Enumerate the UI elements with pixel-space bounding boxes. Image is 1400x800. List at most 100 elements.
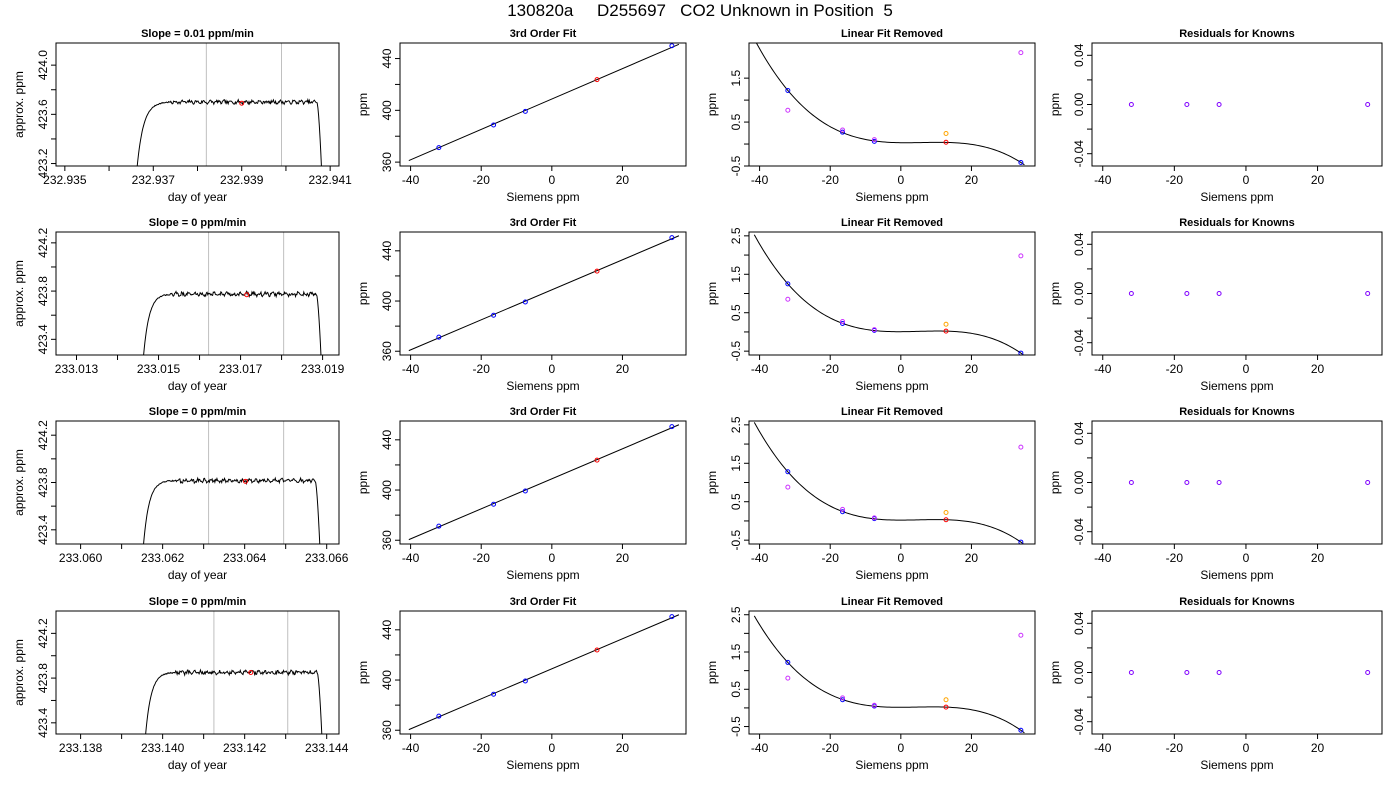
- panel-title: Linear Fit Removed: [841, 596, 943, 608]
- y-axis-label: ppm: [1048, 471, 1062, 494]
- data-point: [840, 509, 846, 515]
- x-axis-label: Siemens ppm: [855, 568, 928, 582]
- data-point: [522, 678, 528, 684]
- concentration-trace: [143, 289, 322, 355]
- data-point: [239, 100, 245, 106]
- x-tick-label: 0: [548, 362, 555, 376]
- data-point: [871, 137, 877, 143]
- y-tick-label: 440: [380, 240, 394, 260]
- data-point: [840, 695, 846, 701]
- data-point: [1184, 480, 1190, 485]
- x-tick-label: -20: [822, 551, 840, 565]
- data-point: [491, 312, 497, 318]
- y-tick-label: 440: [380, 429, 394, 449]
- data-point: [943, 517, 949, 523]
- x-tick-label: 0: [897, 741, 904, 755]
- y-tick-label: 0.00: [1072, 470, 1086, 494]
- y-axis-label: ppm: [705, 93, 719, 116]
- x-tick-label: 0: [548, 173, 555, 187]
- fit-line: [408, 43, 680, 162]
- x-tick-label: -40: [402, 741, 420, 755]
- panel-title: Residuals for Knowns: [1179, 28, 1295, 40]
- y-tick-label: 423.8: [36, 663, 50, 693]
- y-axis-label: ppm: [356, 282, 370, 305]
- x-tick-label: -20: [473, 362, 491, 376]
- data-point: [1018, 253, 1024, 259]
- y-tick-label: 360: [380, 720, 394, 740]
- y-tick-label: 400: [380, 670, 394, 690]
- y-tick-label: 0.04: [1072, 421, 1086, 445]
- y-axis-label: ppm: [356, 661, 370, 684]
- y-axis-label: ppm: [705, 661, 719, 684]
- y-axis-label: ppm: [1048, 282, 1062, 305]
- data-point: [1018, 159, 1024, 165]
- data-point: [1216, 670, 1222, 675]
- y-tick-label: 1.5: [729, 69, 743, 86]
- fit-line: [408, 235, 680, 352]
- panel-title: Slope = 0 ppm/min: [149, 217, 247, 229]
- panel-title: 3rd Order Fit: [510, 406, 577, 418]
- y-tick-label: 1.5: [729, 455, 743, 472]
- x-tick-label: -40: [751, 173, 769, 187]
- y-tick-label: 440: [380, 619, 394, 639]
- x-axis-label: Siemens ppm: [1200, 190, 1273, 204]
- data-point: [943, 130, 949, 136]
- data-point: [244, 292, 250, 298]
- panel-title: 3rd Order Fit: [510, 217, 577, 229]
- y-tick-label: 440: [380, 48, 394, 68]
- panel-residuals-row-1: Residuals for Knowns -40 -20 0 20 -0.04 0.00 0.…: [1048, 28, 1383, 204]
- data-point: [840, 319, 846, 325]
- x-tick-label: 0: [1243, 362, 1250, 376]
- panel-fit-row-4: 3rd Order Fit -40 -20 0 20 360 400 440 Siemens p…: [356, 596, 687, 772]
- data-point: [248, 670, 254, 675]
- data-point: [594, 268, 600, 274]
- data-point: [785, 675, 791, 681]
- x-tick-label: 20: [616, 362, 630, 376]
- panel-title: Residuals for Knowns: [1179, 217, 1295, 229]
- plot-area: [408, 614, 680, 731]
- x-tick-label: -20: [473, 741, 491, 755]
- plot-area: [753, 615, 1025, 734]
- page-title: 130820a D255697 CO2 Unknown in Position …: [507, 1, 893, 20]
- y-axis-label: ppm: [705, 282, 719, 305]
- plot-area: [143, 232, 322, 355]
- data-point: [1216, 480, 1222, 485]
- y-tick-label: 423.4: [36, 514, 50, 544]
- data-point: [1128, 670, 1134, 675]
- panel-residuals-row-2: Residuals for Knowns -40 -20 0 20 -0.04 0.00 0.…: [1048, 217, 1383, 393]
- data-point: [436, 713, 442, 719]
- panel-title: Slope = 0.01 ppm/min: [141, 28, 254, 40]
- plot-frame: [55, 610, 340, 735]
- panel-title: Residuals for Knowns: [1179, 596, 1295, 608]
- plot-area: [136, 43, 322, 166]
- y-tick-label: -0.5: [729, 340, 743, 361]
- x-tick-label: 232.941: [308, 173, 352, 187]
- x-tick-label: -20: [1166, 551, 1184, 565]
- data-point: [1365, 102, 1371, 107]
- x-tick-label: 0: [897, 362, 904, 376]
- x-tick-label: -20: [1166, 362, 1184, 376]
- cubic-fit-curve: [753, 422, 1025, 544]
- x-tick-label: 233.138: [59, 741, 103, 755]
- data-point: [1216, 291, 1222, 296]
- plot-frame: [399, 231, 687, 356]
- plot-frame: [1091, 420, 1383, 545]
- x-tick-label: 20: [1311, 173, 1325, 187]
- plot-frame: [1091, 231, 1383, 356]
- x-tick-label: 20: [616, 551, 630, 565]
- data-point: [669, 614, 675, 620]
- concentration-trace: [143, 476, 321, 544]
- data-point: [1184, 291, 1190, 296]
- panel-fit-row-2: 3rd Order Fit -40 -20 0 20 360 400 440 Siemens p…: [356, 217, 687, 393]
- plot-frame: [399, 610, 687, 735]
- data-point: [785, 87, 791, 93]
- y-tick-label: 1.5: [729, 643, 743, 660]
- data-point: [943, 509, 949, 515]
- data-point: [491, 691, 497, 697]
- panel-title: Slope = 0 ppm/min: [149, 596, 247, 608]
- x-tick-label: -20: [473, 173, 491, 187]
- x-tick-label: -20: [822, 173, 840, 187]
- data-point: [1216, 102, 1222, 107]
- y-tick-label: 400: [380, 291, 394, 311]
